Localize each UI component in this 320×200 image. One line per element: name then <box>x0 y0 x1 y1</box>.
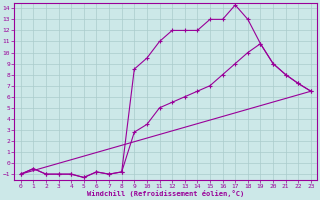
X-axis label: Windchill (Refroidissement éolien,°C): Windchill (Refroidissement éolien,°C) <box>87 190 244 197</box>
